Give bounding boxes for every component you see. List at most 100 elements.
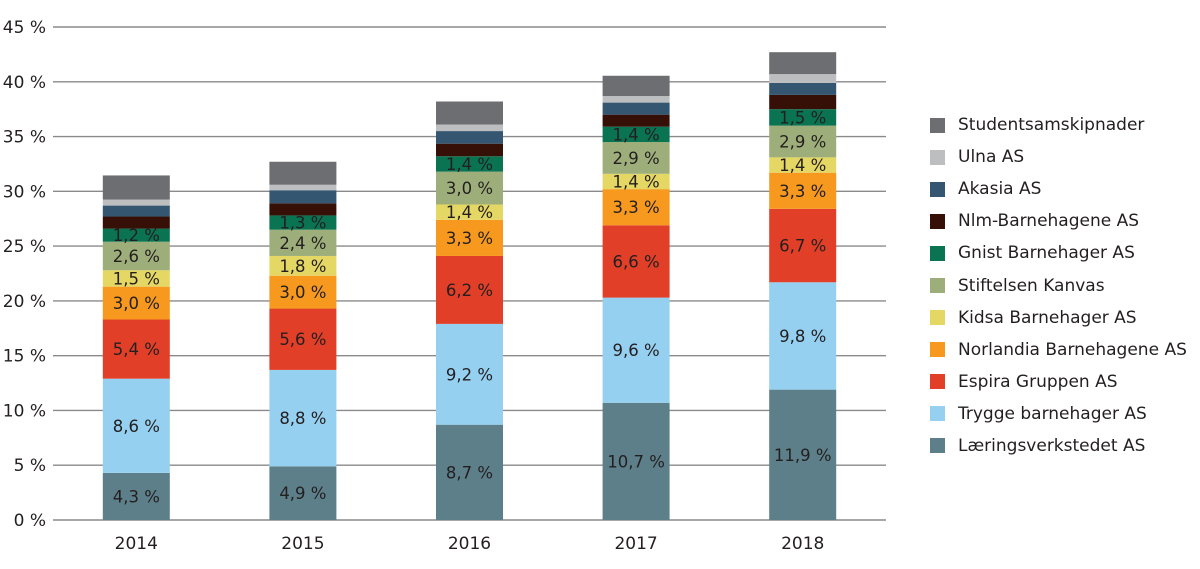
segment-value-label: 11,9 % xyxy=(774,446,832,465)
legend-item: Akasia AS xyxy=(930,173,1187,205)
bar-segment xyxy=(436,323,503,425)
bar-segment xyxy=(269,369,337,467)
bar-segment xyxy=(602,225,670,298)
x-tick-label: 2014 xyxy=(115,534,158,554)
bar-segment xyxy=(269,184,337,191)
bar-segment xyxy=(602,142,670,174)
bar-segment xyxy=(769,82,837,95)
legend-item: Norlandia Barnehagene AS xyxy=(930,334,1187,366)
legend-swatch xyxy=(930,181,945,197)
segment-labels: 4,3 % 8,6 % 5,4 % 3,0 % 1,5 % 2,6 % 1,2 % 4,9 %… xyxy=(113,108,832,506)
bar-segment xyxy=(102,286,170,320)
x-axis-tick-labels: 2014 2015 2016 2017 2018 xyxy=(115,534,825,554)
bar-2017 xyxy=(602,75,670,520)
bar-segment xyxy=(602,102,670,115)
segment-value-label: 1,4 % xyxy=(446,155,493,174)
segment-value-label: 1,5 % xyxy=(113,269,160,288)
segment-value-label: 9,2 % xyxy=(446,365,493,384)
bar-segment xyxy=(102,472,170,520)
bar-segment xyxy=(602,189,670,226)
bar-segment xyxy=(602,402,670,520)
x-tick-label: 2016 xyxy=(448,534,491,554)
y-tick-label: 25 % xyxy=(3,237,46,257)
segment-value-label: 3,3 % xyxy=(446,229,493,248)
legend-swatch xyxy=(930,310,945,326)
legend-swatch xyxy=(930,342,945,358)
legend-swatch xyxy=(930,278,945,294)
segment-value-label: 8,6 % xyxy=(113,417,160,436)
bar-segment xyxy=(269,275,337,309)
bar-segment xyxy=(769,172,837,209)
bar-segment xyxy=(269,203,337,216)
bar-segment xyxy=(269,215,337,230)
y-axis-tick-labels: 0 % 5 % 10 % 15 % 20 % 25 % 30 % 35 % 40 % 45 % xyxy=(3,18,46,531)
bar-segment xyxy=(269,161,337,185)
legend-item: Studentsamskipnader xyxy=(930,109,1187,141)
bar-segment xyxy=(436,143,503,157)
legend-swatch xyxy=(930,406,945,422)
bar-2016 xyxy=(436,101,503,520)
bar-segment xyxy=(602,126,670,143)
bar-segment xyxy=(102,199,170,206)
legend-swatch xyxy=(930,213,945,229)
segment-value-label: 3,0 % xyxy=(113,294,160,313)
segment-value-label: 2,4 % xyxy=(279,234,326,253)
segment-value-label: 3,0 % xyxy=(279,283,326,302)
bar-segment xyxy=(269,466,337,520)
bar-segment xyxy=(436,131,503,144)
bar-segment xyxy=(102,241,170,271)
bar-segment xyxy=(769,94,837,110)
bar-segment xyxy=(436,424,503,520)
bar-segment xyxy=(269,255,337,276)
bar-segment xyxy=(769,157,837,173)
legend-item: Kidsa Barnehager AS xyxy=(930,302,1187,334)
bar-segment xyxy=(602,75,670,97)
legend-swatch xyxy=(930,149,945,165)
x-tick-label: 2018 xyxy=(781,534,824,554)
legend-item: Espira Gruppen AS xyxy=(930,366,1187,398)
legend-label: Gnist Barnehager AS xyxy=(958,243,1135,264)
segment-value-label: 6,6 % xyxy=(613,252,660,271)
legend-swatch xyxy=(930,438,945,454)
legend-label: Nlm-Barnehagene AS xyxy=(958,211,1140,232)
segment-value-label: 1,4 % xyxy=(779,156,826,175)
legend-swatch xyxy=(930,245,945,261)
legend-label: Akasia AS xyxy=(958,179,1042,200)
bar-segment xyxy=(602,96,670,103)
bar-2014 xyxy=(102,175,170,520)
bar-segment xyxy=(769,125,837,158)
bar-segment xyxy=(769,74,837,83)
bar-segment xyxy=(769,389,837,520)
segment-value-label: 8,8 % xyxy=(279,409,326,428)
segment-value-label: 3,3 % xyxy=(613,198,660,217)
segment-value-label: 5,6 % xyxy=(279,330,326,349)
segment-value-label: 1,5 % xyxy=(779,108,826,127)
bar-segment xyxy=(102,216,170,229)
bars xyxy=(102,52,837,520)
legend-label: Stiftelsen Kanvas xyxy=(958,275,1105,296)
y-tick-label: 35 % xyxy=(3,128,46,148)
segment-value-label: 9,6 % xyxy=(613,341,660,360)
legend-item: Gnist Barnehager AS xyxy=(930,237,1187,269)
segment-value-label: 2,9 % xyxy=(613,149,660,168)
bar-segment xyxy=(436,156,503,172)
legend-label: Studentsamskipnader xyxy=(958,115,1145,136)
bar-segment xyxy=(436,219,503,256)
bar-segment xyxy=(102,228,170,242)
y-tick-label: 40 % xyxy=(3,73,46,93)
legend-item: Nlm-Barnehagene AS xyxy=(930,205,1187,237)
legend-item: Læringsverkstedet AS xyxy=(930,430,1187,462)
bar-segment xyxy=(436,255,503,324)
segment-value-label: 1,4 % xyxy=(613,172,660,191)
legend-label: Espira Gruppen AS xyxy=(958,371,1118,392)
y-tick-label: 0 % xyxy=(14,511,46,531)
bar-segment xyxy=(436,101,503,125)
stacked-bar-chart: 0 % 5 % 10 % 15 % 20 % 25 % 30 % 35 % 40 % 45 % 4… xyxy=(3,18,886,554)
bar-segment xyxy=(602,114,670,127)
segment-value-label: 3,3 % xyxy=(779,182,826,201)
y-tick-label: 15 % xyxy=(3,347,46,367)
segment-value-label: 2,9 % xyxy=(779,132,826,151)
segment-value-label: 9,8 % xyxy=(779,327,826,346)
bar-segment xyxy=(769,282,837,390)
x-tick-label: 2017 xyxy=(614,534,657,554)
